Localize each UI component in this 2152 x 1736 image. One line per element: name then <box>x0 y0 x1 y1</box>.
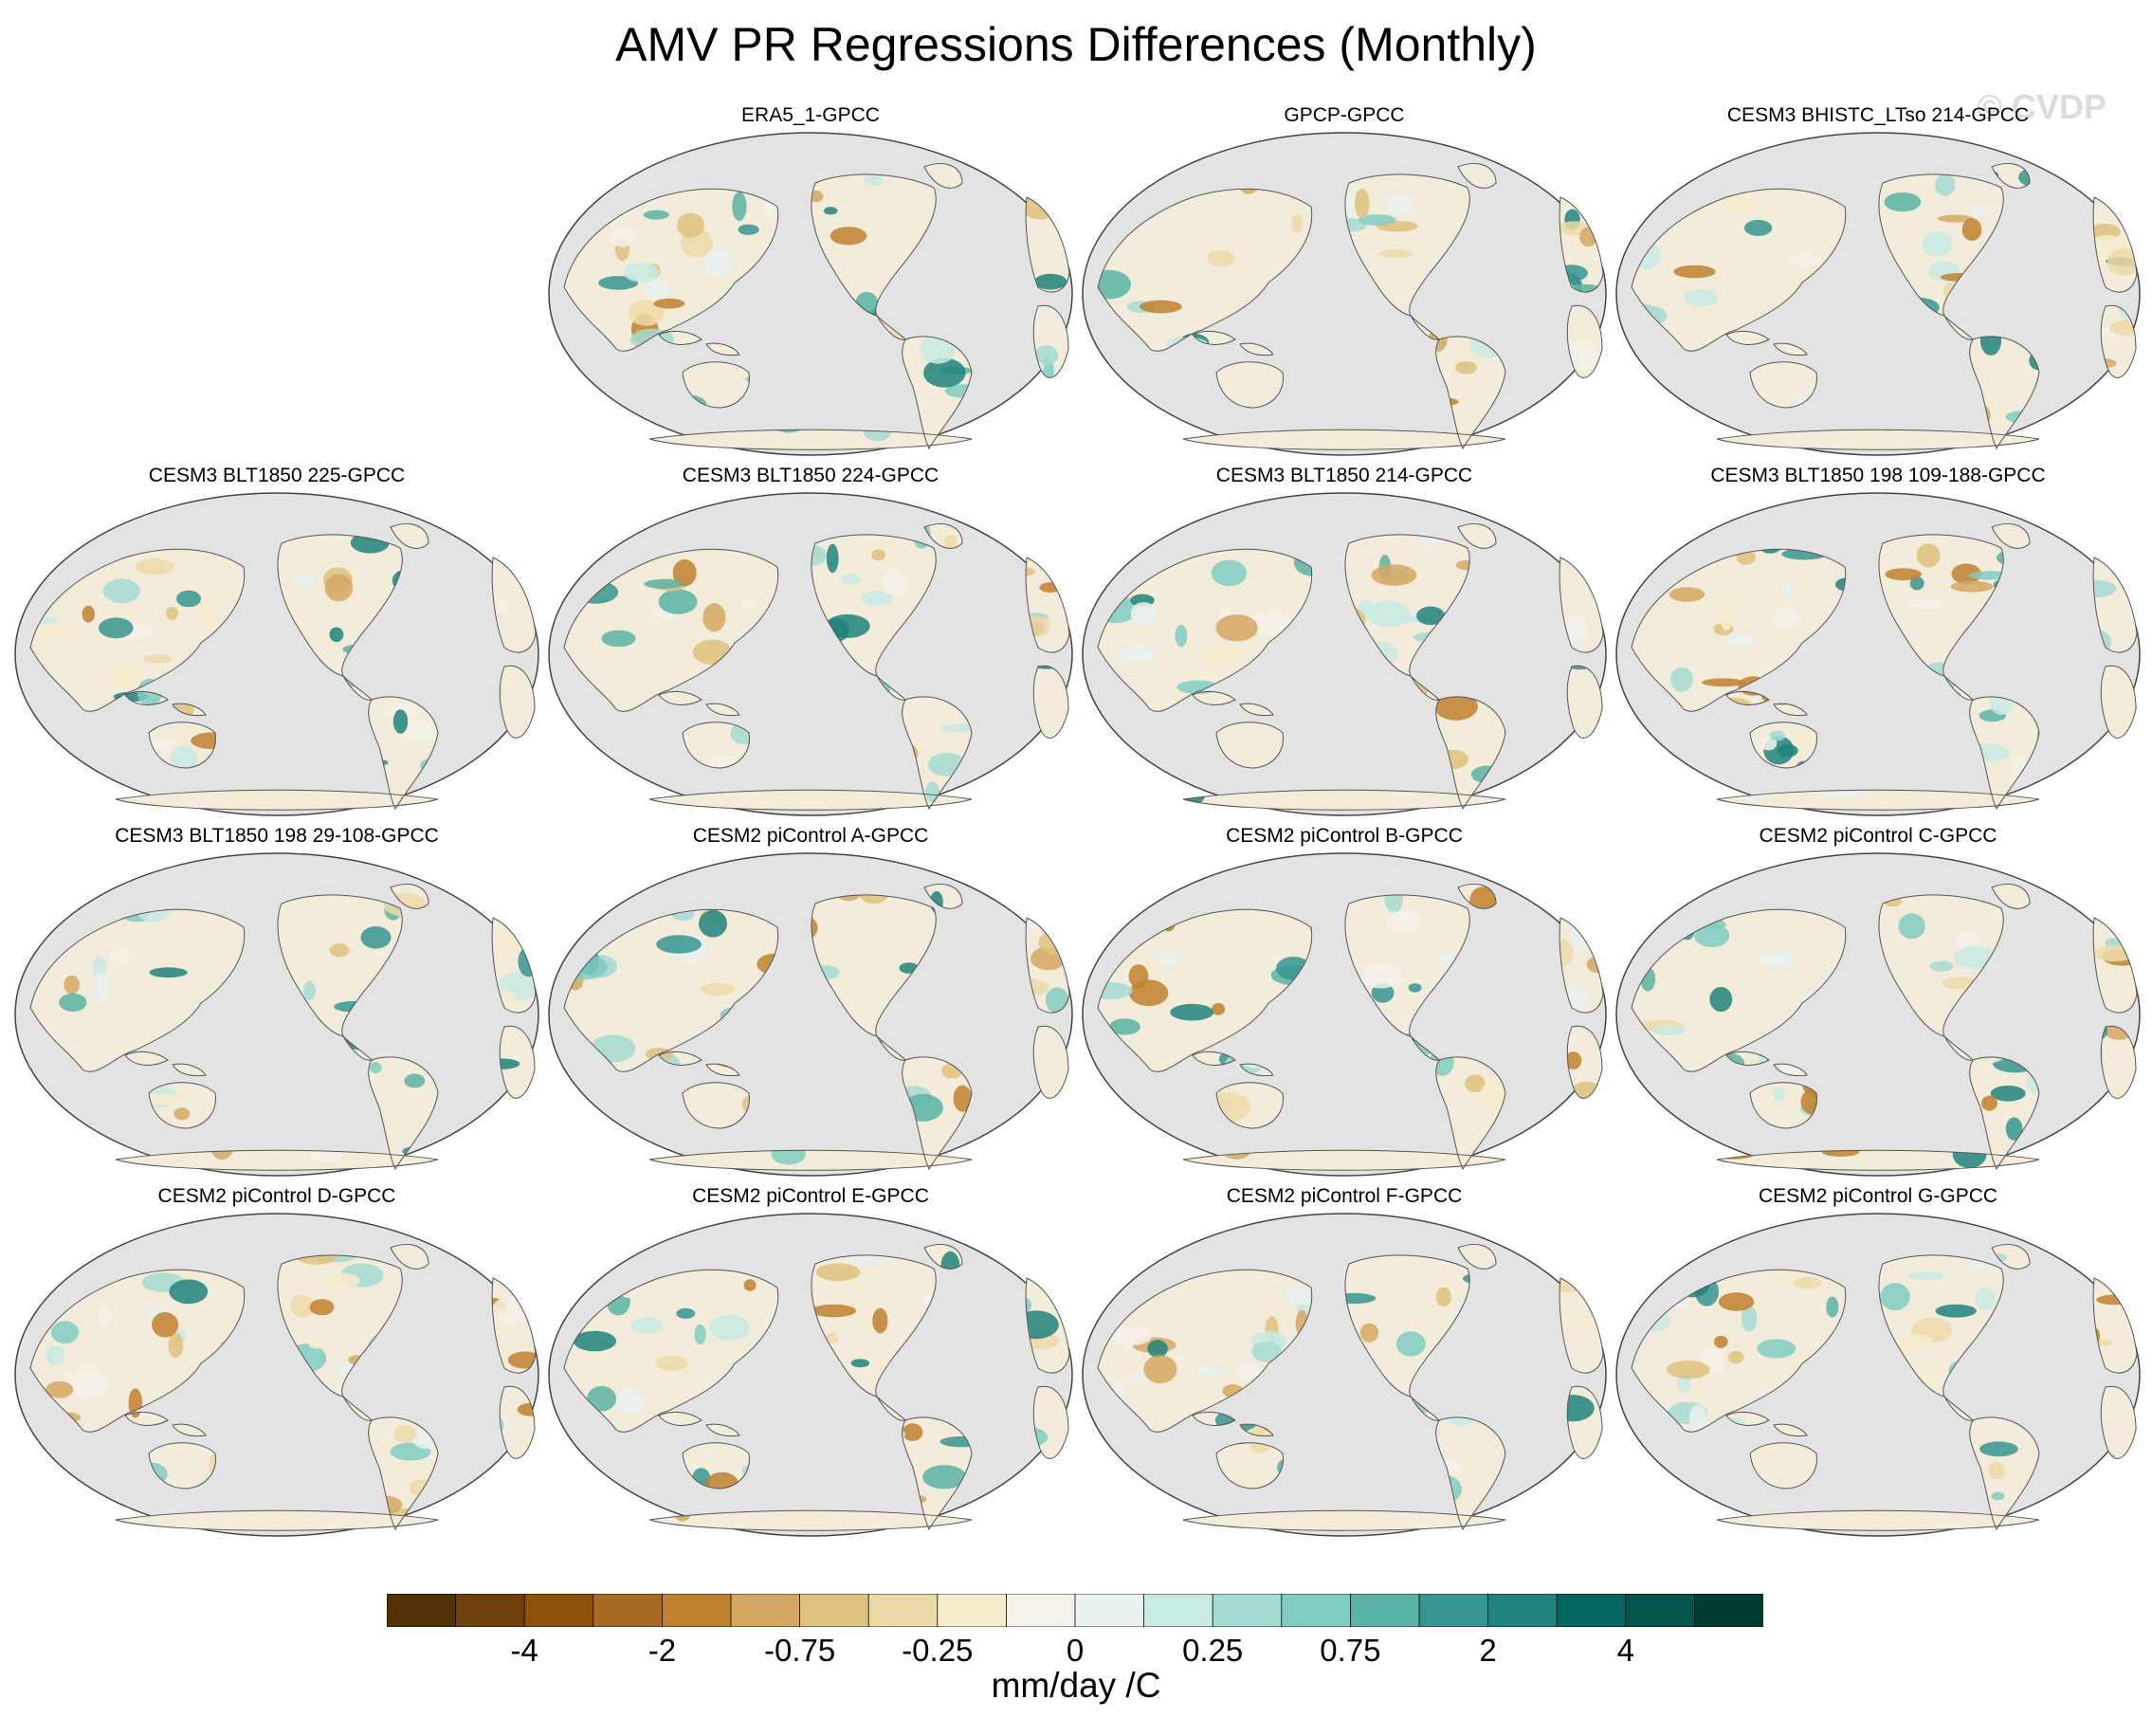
cvdp-watermark: © CVDP <box>1977 87 2106 126</box>
colorbar-swatch <box>1625 1594 1696 1627</box>
map-panel: CESM2 piControl A-GPCC <box>545 825 1076 1180</box>
land-mass <box>564 884 1069 1171</box>
coastlines <box>1631 163 2138 450</box>
world-map <box>1615 492 2141 816</box>
colorbar-swatch <box>661 1594 732 1627</box>
world-map <box>14 1213 539 1537</box>
panel-label: CESM3 BLT1850 225-GPCC <box>148 465 406 486</box>
figure-title: AMV PR Regressions Differences (Monthly) <box>615 18 1537 71</box>
coastlines <box>1097 523 1604 811</box>
panel-label: CESM2 piControl F-GPCC <box>1226 1185 1463 1207</box>
world-map <box>1082 132 1607 456</box>
world-map <box>548 852 1073 1177</box>
panel-label: CESM3 BLT1850 198 29-108-GPCC <box>115 825 439 847</box>
map-panel: CESM3 BLT1850 198 29-108-GPCC <box>11 825 542 1180</box>
coastlines <box>1097 884 1604 1171</box>
panel-label: CESM3 BLT1850 224-GPCC <box>682 465 939 486</box>
map-panel: CESM2 piControl E-GPCC <box>545 1185 1076 1541</box>
panel-label: CESM3 BHISTC_LTso 214-GPCC <box>1726 104 2030 126</box>
colorbar-tick-label: 2 <box>1479 1633 1497 1668</box>
world-map <box>14 492 539 816</box>
world-map <box>1615 1213 2141 1537</box>
coastlines <box>563 523 1070 811</box>
map-panel: GPCP-GPCC <box>1079 104 1610 460</box>
world-map <box>14 852 539 1177</box>
map-panel: CESM3 BHISTC_LTso 214-GPCC <box>1613 104 2143 460</box>
land-mass <box>1098 163 1603 450</box>
world-map <box>548 1213 1073 1537</box>
panel-label: CESM2 piControl E-GPCC <box>692 1185 929 1207</box>
world-map <box>1082 1213 1607 1537</box>
world-map <box>1082 492 1607 816</box>
colorbar-tick-label: -2 <box>647 1633 677 1668</box>
map-panel: CESM3 BLT1850 198 109-188-GPCC <box>1613 465 2143 820</box>
colorbar-tick-label: 0 <box>1066 1633 1085 1668</box>
coastlines <box>563 163 1070 450</box>
colorbar-tick-label: -4 <box>510 1633 538 1668</box>
map-panel: CESM3 BLT1850 224-GPCC <box>545 465 1076 820</box>
panel-label: GPCP-GPCC <box>1284 104 1405 126</box>
coastlines <box>29 523 537 811</box>
colorbar-units: mm/day /C <box>991 1666 1161 1705</box>
colorbar-tick-label: -0.25 <box>902 1633 974 1668</box>
panel-label: ERA5_1-GPCC <box>741 104 880 126</box>
coastlines <box>1097 1244 1604 1531</box>
map-panel: CESM2 piControl B-GPCC <box>1079 825 1610 1180</box>
colorbar-tick-label: 4 <box>1616 1633 1634 1668</box>
panel-label: CESM3 BLT1850 198 109-188-GPCC <box>1710 465 2046 486</box>
colorbar-swatch <box>1281 1594 1352 1627</box>
colorbar-tick-label: -0.75 <box>763 1633 836 1668</box>
colorbar <box>387 1594 1763 1627</box>
colorbar-swatch <box>1143 1594 1214 1627</box>
map-panel: CESM2 piControl C-GPCC <box>1613 825 2143 1180</box>
panel-label: CESM2 piControl A-GPCC <box>692 825 929 847</box>
coastlines <box>1631 1244 2138 1531</box>
colorbar-swatch <box>455 1594 526 1627</box>
colorbar-swatch <box>867 1594 939 1627</box>
colorbar-swatch <box>1350 1594 1420 1627</box>
world-map <box>1615 132 2141 456</box>
colorbar-swatch <box>593 1594 664 1627</box>
coastlines <box>1097 163 1604 450</box>
colorbar-swatch <box>1556 1594 1627 1627</box>
panel-label: CESM3 BLT1850 214-GPCC <box>1215 465 1473 486</box>
coastlines <box>563 884 1070 1171</box>
colorbar-swatch <box>523 1594 594 1627</box>
colorbar-swatch <box>1694 1594 1763 1627</box>
map-panel: ERA5_1-GPCC <box>545 104 1076 460</box>
coastlines <box>563 1244 1070 1531</box>
map-panel: CESM3 BLT1850 214-GPCC <box>1079 465 1610 820</box>
colorbar-swatch <box>1487 1594 1559 1627</box>
coastlines <box>1631 884 2138 1171</box>
panel-label: CESM2 piControl G-GPCC <box>1758 1185 1998 1207</box>
map-panel: CESM2 piControl D-GPCC <box>11 1185 542 1541</box>
colorbar-swatch <box>799 1594 870 1627</box>
colorbar-swatch <box>1074 1594 1145 1627</box>
colorbar-swatch <box>1418 1594 1489 1627</box>
colorbar-swatch <box>387 1594 457 1627</box>
world-map <box>548 132 1073 456</box>
world-map <box>1615 852 2141 1177</box>
colorbar-swatch <box>937 1594 1008 1627</box>
panel-label: CESM2 piControl D-GPCC <box>157 1185 396 1207</box>
map-panel: CESM3 BLT1850 225-GPCC <box>11 465 542 820</box>
panel-label: CESM2 piControl B-GPCC <box>1226 825 1463 847</box>
coastlines <box>29 1244 537 1531</box>
colorbar-swatch <box>1006 1594 1076 1627</box>
map-panel: CESM2 piControl G-GPCC <box>1613 1185 2143 1541</box>
world-map <box>1082 852 1607 1177</box>
colorbar-tick-label: 0.25 <box>1182 1633 1244 1668</box>
map-panel: CESM2 piControl F-GPCC <box>1079 1185 1610 1541</box>
colorbar-swatch <box>730 1594 801 1627</box>
coastlines <box>29 884 537 1171</box>
coastlines <box>1631 523 2138 811</box>
panel-label: CESM2 piControl C-GPCC <box>1759 825 1997 847</box>
world-map <box>548 492 1073 816</box>
colorbar-swatch <box>1212 1594 1283 1627</box>
colorbar-tick-label: 0.75 <box>1320 1633 1381 1668</box>
